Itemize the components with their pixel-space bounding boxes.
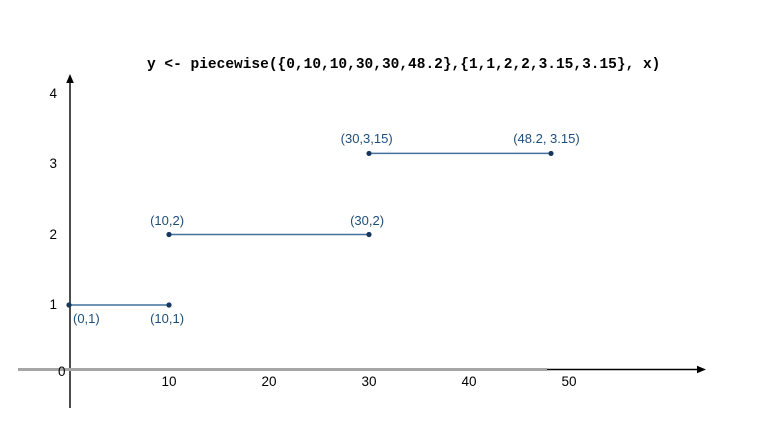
x-axis-arrow-icon <box>697 365 706 374</box>
origin-tick-label: 0 <box>58 363 66 379</box>
y-tick-label-1: 1 <box>49 297 57 312</box>
segment-1-start-label: (0,1) <box>73 311 100 326</box>
segment-3-end-label: (48.2, 3.15) <box>513 131 580 147</box>
x-tick-label-30: 30 <box>361 373 377 389</box>
segment-1-end-label: (10,1) <box>150 311 185 326</box>
y-tick-label-4: 4 <box>49 85 57 101</box>
x-tick-label-50: 50 <box>561 373 577 389</box>
y-tick-label-2: 2 <box>49 226 57 242</box>
segment-3-start-label: (30,3,15) <box>340 131 393 147</box>
segment-1-start-point <box>66 302 72 308</box>
y-tick-label-3: 3 <box>49 156 57 171</box>
y-axis-arrow-icon <box>66 74 74 83</box>
segment-1-end-point <box>166 302 172 308</box>
segment-3-end-point <box>548 150 554 157</box>
x-tick-label-40: 40 <box>461 373 477 389</box>
x-tick-label-10: 10 <box>161 373 177 389</box>
segment-2-end-label: (30,2) <box>350 212 385 228</box>
plot-title: y <- piecewise({0,10,10,30,30,48.2},{1,1… <box>147 57 661 73</box>
segment-2-end-point <box>366 231 372 238</box>
segment-2-start-point <box>166 231 172 238</box>
segment-3-start-point <box>366 150 372 157</box>
x-tick-label-20: 20 <box>261 373 277 389</box>
segment-2-start-label: (10,2) <box>150 212 185 228</box>
